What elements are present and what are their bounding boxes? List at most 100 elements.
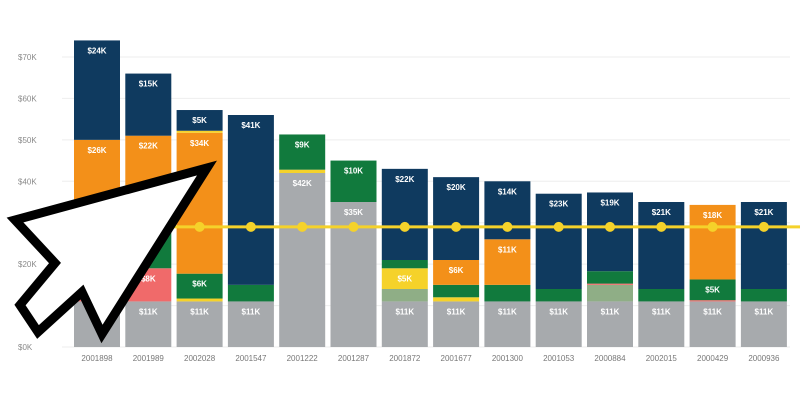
- x-tick-label: 2000884: [594, 354, 626, 363]
- x-tick-label: 2001547: [235, 354, 267, 363]
- segment-label: $5K: [705, 285, 720, 294]
- line-point: [297, 221, 308, 232]
- x-tick-label: 2001872: [389, 354, 421, 363]
- segment-label: $34K: [190, 139, 209, 148]
- bar-2000429: $11K $5K $18K: [689, 204, 736, 347]
- y-tick-label: $20K: [18, 260, 37, 269]
- bar-segment: [740, 301, 787, 347]
- bar-segment: [176, 110, 223, 131]
- bar-segment: [433, 301, 480, 347]
- bar-segment: [587, 284, 633, 302]
- bar-segment: [279, 173, 326, 347]
- x-axis: 2001898 2001989 2002028 2001547 2001222 20012…: [81, 354, 780, 363]
- bars: $11K $26K $24K $11K $8K $22K $15K $11K $6K $34K $5…: [74, 40, 787, 347]
- y-tick-label: $50K: [18, 136, 37, 145]
- segment-label: $11K: [652, 307, 671, 316]
- segment-label: $22K: [139, 142, 158, 151]
- segment-label: $8K: [141, 274, 156, 283]
- segment-label: $14K: [498, 187, 517, 196]
- bar-segment: [227, 284, 274, 302]
- bar-segment: [381, 289, 428, 302]
- bar-segment: [535, 193, 582, 289]
- segment-label: $23K: [549, 200, 568, 209]
- segment-label: $10K: [344, 167, 363, 176]
- bar-segment: [381, 168, 428, 260]
- line-point: [245, 221, 256, 232]
- line-point: [194, 221, 205, 232]
- segment-label: $20K: [447, 183, 466, 192]
- x-tick-label: 2001300: [492, 354, 524, 363]
- bar-2001287: $35K $10K: [330, 160, 377, 347]
- line-point: [707, 221, 718, 232]
- line-point: [451, 221, 462, 232]
- bar-segment: [74, 40, 120, 140]
- bar-segment: [433, 177, 480, 260]
- segment-label: $22K: [395, 175, 414, 184]
- bar-segment: [433, 260, 480, 285]
- y-tick-label: $60K: [18, 94, 37, 103]
- bar-2002015: $11K $21K: [638, 202, 685, 347]
- bar-segment: [689, 204, 736, 280]
- bar-segment: [740, 202, 787, 289]
- segment-label: $35K: [344, 208, 363, 217]
- x-tick-label: 2001222: [287, 354, 319, 363]
- segment-label: $41K: [241, 121, 260, 130]
- segment-label: $11K: [190, 307, 209, 316]
- segment-label: $9K: [295, 140, 310, 149]
- bar-segment: [484, 301, 531, 347]
- bar-2001677: $11K $6K $20K: [433, 177, 480, 347]
- x-tick-label: 2002028: [184, 354, 216, 363]
- bar-segment: [587, 271, 633, 284]
- y-tick-label: $70K: [18, 53, 37, 62]
- segment-label: $5K: [192, 116, 207, 125]
- bar-segment: [176, 301, 223, 347]
- segment-label: $11K: [498, 245, 517, 254]
- bar-segment: [176, 130, 223, 133]
- bar-2001222: $42K $9K: [279, 134, 326, 347]
- segment-label: $11K: [601, 307, 620, 316]
- bar-segment: [433, 297, 480, 302]
- y-tick-label: $40K: [18, 177, 37, 186]
- bar-segment: [638, 202, 685, 289]
- bar-segment: [330, 160, 377, 202]
- x-tick-label: 2001287: [338, 354, 370, 363]
- bar-segment: [381, 301, 428, 347]
- bar-segment: [279, 169, 326, 173]
- bar-segment: [381, 260, 428, 269]
- x-tick-label: 2001053: [543, 354, 575, 363]
- segment-label: $11K: [498, 307, 517, 316]
- bar-segment: [176, 273, 223, 299]
- segment-label: $11K: [755, 307, 774, 316]
- segment-label: $11K: [395, 307, 414, 316]
- bar-segment: [535, 289, 582, 302]
- segment-label: $11K: [703, 307, 722, 316]
- bar-segment: [381, 268, 428, 289]
- bar-segment: [227, 301, 274, 347]
- bar-segment: [689, 301, 736, 347]
- segment-label: $6K: [449, 266, 464, 275]
- line-point: [399, 221, 410, 232]
- bar-segment: [587, 301, 633, 347]
- segment-label: $21K: [754, 208, 773, 217]
- bar-segment: [740, 289, 787, 302]
- segment-label: $11K: [447, 307, 466, 316]
- segment-label: $15K: [139, 80, 158, 89]
- segment-label: $18K: [703, 211, 722, 220]
- y-tick-label: $0K: [18, 343, 33, 352]
- bar-segment: [638, 301, 685, 347]
- bar-segment: [587, 283, 633, 285]
- line-point: [605, 221, 615, 232]
- segment-label: $19K: [600, 198, 619, 207]
- segment-label: $21K: [652, 208, 671, 217]
- line-point: [502, 221, 513, 232]
- x-tick-label: 2001677: [441, 354, 473, 363]
- bar-2001300: $11K $11K $14K: [484, 181, 531, 347]
- segment-label: $11K: [549, 307, 568, 316]
- line-point: [656, 221, 667, 232]
- bar-segment: [125, 73, 172, 136]
- segment-label: $26K: [87, 146, 106, 155]
- bar-2001547: $11K $41K: [227, 115, 274, 347]
- x-tick-label: 2000936: [748, 354, 780, 363]
- bar-segment: [279, 134, 326, 170]
